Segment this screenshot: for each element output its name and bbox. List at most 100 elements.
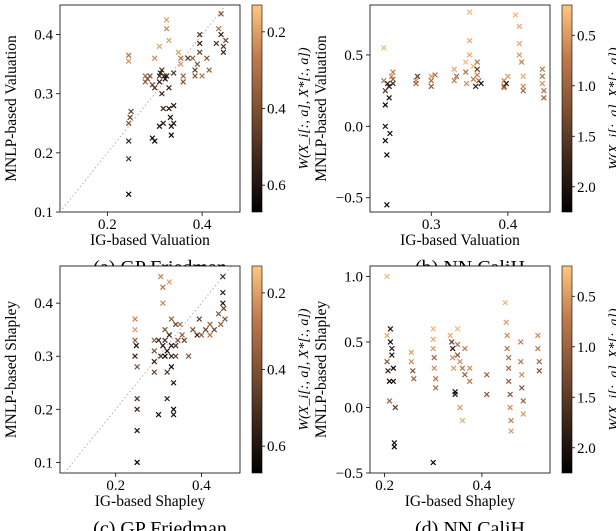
data-point	[408, 349, 415, 356]
data-point	[160, 120, 167, 127]
data-point	[180, 79, 186, 85]
data-point	[220, 305, 227, 312]
diagonal-line	[60, 5, 227, 212]
data-point	[202, 326, 209, 333]
data-point	[451, 77, 458, 84]
data-point	[220, 289, 226, 296]
panel-caption: (d) NN CaliH	[415, 518, 525, 531]
data-point	[217, 321, 224, 328]
diagonal-line	[63, 266, 232, 473]
data-point	[157, 353, 164, 360]
data-point	[151, 358, 158, 365]
data-point	[428, 83, 435, 90]
data-point	[162, 326, 168, 333]
data-point	[463, 80, 470, 87]
data-point	[430, 459, 437, 466]
data-point	[177, 55, 184, 62]
data-point	[462, 59, 469, 65]
data-point	[390, 69, 396, 75]
colorbar-tick-label: 0.4	[267, 363, 286, 379]
data-point	[159, 90, 165, 97]
data-point	[535, 332, 541, 339]
data-point	[472, 83, 479, 90]
data-point	[430, 326, 437, 332]
data-point	[505, 73, 511, 80]
data-point	[390, 76, 396, 83]
data-point	[517, 358, 524, 365]
data-point	[166, 279, 173, 285]
panel-4: 0.2 0.4 −0.5 0.0 0.5 1.0 IG-based Shapley MNLP-…	[313, 265, 616, 531]
data-point	[220, 49, 227, 56]
data-point	[198, 332, 205, 338]
data-point	[134, 459, 140, 466]
data-point	[132, 316, 138, 322]
y-tick-label: 0.4	[34, 28, 53, 44]
data-point	[462, 69, 469, 75]
data-point	[503, 80, 510, 87]
data-point	[384, 358, 390, 365]
data-point	[160, 342, 166, 349]
data-point	[466, 9, 473, 15]
data-point	[190, 326, 196, 333]
colorbar-tick-label: 1.0	[577, 340, 596, 356]
x-tick-label: 0.2	[106, 478, 125, 494]
data-point	[185, 55, 191, 62]
y-axis-label: MNLP-based Valuation	[313, 35, 330, 182]
colorbar	[561, 265, 573, 474]
x-tick-label: 0.4	[473, 478, 492, 494]
data-point	[220, 300, 226, 306]
data-point	[541, 94, 547, 101]
plot-frame	[59, 265, 241, 474]
data-point	[192, 67, 198, 73]
data-point	[168, 342, 175, 349]
colorbar-label: W(X_i[:, a], X*[:, a])	[607, 308, 616, 430]
data-point	[167, 114, 174, 121]
plot-frame	[59, 4, 241, 213]
data-point	[457, 358, 463, 365]
data-point	[160, 284, 166, 291]
y-tick-label: −0.5	[336, 466, 363, 482]
data-point	[134, 364, 140, 370]
data-point	[168, 316, 175, 322]
data-point	[387, 326, 394, 332]
data-point	[462, 371, 468, 378]
data-point	[389, 345, 395, 352]
data-point	[132, 337, 138, 344]
data-point	[160, 300, 166, 306]
x-tick-label: 0.4	[192, 478, 211, 494]
y-tick-label: 0.1	[34, 455, 53, 471]
x-tick-label: 0.2	[375, 478, 394, 494]
data-point	[387, 339, 394, 345]
data-point	[454, 352, 461, 358]
data-point	[431, 354, 438, 361]
data-point	[125, 155, 132, 162]
data-point	[536, 367, 543, 374]
points	[125, 11, 229, 198]
data-point	[382, 87, 389, 94]
data-point	[501, 84, 507, 91]
data-point	[166, 37, 172, 44]
data-point	[541, 87, 547, 94]
data-point	[177, 321, 183, 328]
data-point	[159, 67, 165, 73]
data-point	[430, 336, 437, 343]
data-point	[155, 337, 162, 344]
data-point	[459, 417, 466, 424]
colorbar	[561, 4, 573, 213]
data-point	[390, 80, 396, 87]
colorbar-tick-label: 0.5	[577, 28, 596, 44]
data-point	[408, 358, 415, 365]
data-point	[431, 365, 438, 372]
data-point	[474, 66, 481, 73]
data-point	[163, 73, 170, 79]
panel-3: 0.2 0.40.10.20.30.4IG-based ShapleyMNLP-b…	[3, 265, 312, 531]
data-point	[428, 77, 435, 84]
data-point	[504, 345, 511, 352]
x-axis-label: IG-based Valuation	[90, 232, 210, 249]
data-point	[125, 138, 132, 144]
data-point	[516, 23, 523, 30]
data-point	[389, 352, 395, 358]
colorbar-tick-label: 0.6	[267, 439, 286, 455]
data-point	[502, 299, 509, 306]
data-point	[196, 316, 203, 322]
